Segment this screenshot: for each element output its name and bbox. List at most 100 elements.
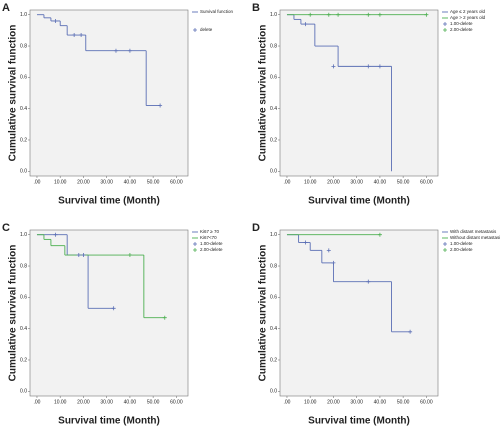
plot-area [29,9,189,177]
legend-label: 2.00-delete [450,247,473,252]
x-tick-label: 30.00 [350,399,363,405]
y-tick-label: 1.0 [270,12,277,18]
legend-swatch [443,28,447,32]
legend-swatch [443,22,447,26]
x-tick-label: 20.00 [327,399,340,405]
censor-mark [79,33,84,38]
x-tick-label: 30.00 [100,179,113,185]
censor-mark [408,329,413,334]
legend-swatch [193,248,197,252]
legend-label: 1.00-delete [450,21,473,26]
legend-swatch [443,248,447,252]
y-tick-label: 0.4 [20,106,27,112]
x-axis-title: Survival time (Month) [58,416,160,427]
x-tick-label: 20.00 [77,399,90,405]
legend-label: Survival function [200,9,234,14]
panel: D 0.0 0.2 0.4 0.6 0.8 1.0 .00 10.00 20.00 30.00 40.… [252,222,500,427]
legend-label: Without distant metastasis [450,235,500,240]
censor-mark [331,260,336,265]
x-tick-label: 10.00 [304,399,317,405]
censor-mark [366,64,371,69]
censor-mark [81,253,86,258]
plot-area [279,229,439,397]
x-axis-title: Survival time (Month) [308,196,410,207]
x-tick-label: 20.00 [327,179,340,185]
legend-label: 2.00-delete [450,27,473,32]
y-tick-label: 0.0 [20,389,27,395]
y-tick-label: 0.8 [20,43,27,49]
x-tick-label: 20.00 [77,179,90,185]
y-tick-label: 0.0 [20,169,27,175]
x-tick-label: .00 [33,179,40,185]
x-axis-title: Survival time (Month) [308,416,410,427]
censor-mark [326,12,331,17]
y-tick-label: 0.4 [20,326,27,332]
legend-swatch [193,242,197,246]
x-tick-label: 40.00 [374,179,387,185]
censor-mark [377,12,382,17]
censor-mark [326,248,331,253]
panel: A 0.0 0.2 0.4 0.6 0.8 1.0 .00 10.00 20.00 30.00 40.… [2,2,234,207]
x-tick-label: 30.00 [100,399,113,405]
panel: B 0.0 0.2 0.4 0.6 0.8 1.0 .00 10.00 20.00 30.00 40.… [252,2,486,207]
panel-label: B [252,2,260,14]
y-axis-title: Cumulative survival function [8,25,19,162]
legend-swatch [443,242,447,246]
censor-mark [162,315,167,320]
x-tick-label: .00 [283,179,290,185]
censor-mark [127,253,132,258]
censor-mark [366,12,371,17]
censor-mark [331,64,336,69]
x-tick-label: 10.00 [54,399,67,405]
panel-label: A [2,2,10,14]
y-tick-label: 0.8 [270,43,277,49]
y-tick-label: 0.6 [20,295,27,301]
x-tick-label: 40.00 [124,179,137,185]
x-tick-label: 50.00 [397,179,410,185]
x-tick-label: 60.00 [420,399,433,405]
legend-label: delete [200,27,213,32]
x-tick-label: 10.00 [54,179,67,185]
legend-label: 1.00-delete [450,241,473,246]
censor-mark [366,279,371,284]
y-tick-label: 1.0 [20,12,27,18]
legend-label: Ki67 ≥ 70 [200,229,219,234]
legend-label: 1.00-delete [200,241,223,246]
y-tick-label: 1.0 [270,232,277,238]
panel-label: C [2,222,10,234]
y-axis-title: Cumulative survival function [258,245,269,382]
censor-mark [72,33,77,38]
panel-label: D [252,222,260,234]
censor-mark [111,306,116,311]
plot-area [29,229,189,397]
legend-label: Age > 2 years old [450,15,486,20]
y-tick-label: 0.8 [270,263,277,269]
y-tick-label: 0.0 [270,389,277,395]
censor-mark [76,253,81,258]
censor-mark [53,18,58,23]
y-tick-label: 0.4 [270,106,277,112]
x-tick-label: 30.00 [350,179,363,185]
x-tick-label: 50.00 [397,399,410,405]
censor-mark [158,103,163,108]
y-tick-label: 0.2 [270,137,277,143]
x-tick-label: .00 [283,399,290,405]
y-tick-label: 0.6 [270,75,277,81]
censor-mark [127,48,132,53]
x-tick-label: 50.00 [147,399,160,405]
legend-label: With distant metastasis [450,229,497,234]
x-tick-label: 50.00 [147,179,160,185]
censor-mark [377,64,382,69]
censor-mark [303,240,308,245]
censor-mark [53,232,58,237]
x-tick-label: 60.00 [170,399,183,405]
censor-mark [308,12,313,17]
x-tick-label: .00 [33,399,40,405]
legend-swatch [193,28,197,32]
x-tick-label: 40.00 [374,399,387,405]
censor-mark [303,22,308,27]
censor-mark [336,12,341,17]
y-tick-label: 0.4 [270,326,277,332]
x-tick-label: 10.00 [304,179,317,185]
